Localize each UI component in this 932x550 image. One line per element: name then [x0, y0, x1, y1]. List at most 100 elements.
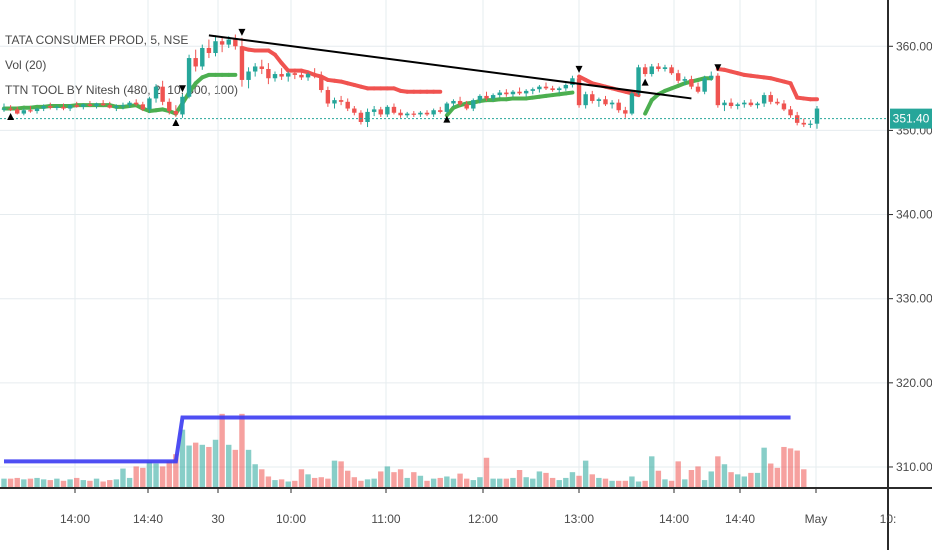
- volume-bar: [179, 429, 186, 488]
- candle-body: [490, 95, 496, 99]
- volume-bar: [490, 478, 496, 488]
- candle-body: [523, 90, 529, 94]
- sell-marker: [238, 28, 246, 36]
- x-tick-label: May: [805, 512, 828, 526]
- volume-bar: [721, 464, 728, 488]
- candle-body: [464, 104, 469, 109]
- candle-body: [345, 101, 350, 109]
- volume-bar: [173, 454, 179, 488]
- candle-body: [768, 95, 773, 102]
- volume-bar: [153, 463, 159, 488]
- candle-body: [484, 95, 489, 99]
- volume-bar: [761, 447, 767, 488]
- candle-body: [352, 108, 357, 113]
- volume-bar: [40, 479, 47, 488]
- candle-body: [127, 102, 132, 106]
- volume-bar: [159, 466, 166, 488]
- candle-body: [279, 74, 284, 77]
- candle-body: [67, 105, 73, 109]
- candle-body: [814, 108, 820, 124]
- volume-bar: [781, 446, 787, 488]
- volume-bar: [649, 456, 655, 488]
- candle-body: [695, 86, 701, 92]
- candle-body: [292, 73, 298, 75]
- volume-bar: [219, 413, 225, 488]
- volume-bar: [556, 480, 562, 488]
- volume-bar: [21, 479, 27, 488]
- volume-bar: [536, 471, 543, 488]
- candle-body: [675, 73, 681, 81]
- candle-body: [200, 47, 205, 67]
- candle-body: [1, 108, 7, 110]
- y-tick-label: 320.00: [896, 376, 932, 390]
- volume-bar: [437, 477, 443, 488]
- x-tick-label: 30: [211, 512, 225, 526]
- volume-bar: [794, 450, 800, 488]
- sell-marker: [178, 85, 186, 93]
- candle-body: [120, 105, 126, 107]
- candle-body: [530, 89, 535, 91]
- volume-bar: [411, 472, 417, 488]
- volume-bar: [516, 470, 523, 488]
- volume-bar: [629, 476, 635, 488]
- candle-body: [21, 110, 27, 114]
- volume-bar: [734, 474, 741, 488]
- candle-body: [87, 104, 93, 107]
- volume-bar: [642, 480, 648, 488]
- candle-body: [649, 66, 654, 75]
- candle-body: [219, 41, 225, 45]
- volume-bar: [450, 478, 457, 488]
- y-tick-label: 330.00: [896, 292, 932, 306]
- candle-body: [226, 39, 231, 45]
- volume-bar: [232, 449, 239, 488]
- volume-bar: [192, 442, 199, 488]
- candle-body: [259, 66, 264, 69]
- candle-body: [755, 103, 760, 106]
- candle-body: [477, 95, 483, 101]
- volume-bar: [774, 467, 781, 488]
- volume-ma-polyline: [4, 415, 791, 464]
- candle-body: [662, 67, 668, 69]
- candle-body: [81, 104, 86, 107]
- volume-bar: [140, 467, 146, 488]
- candle-body: [709, 75, 714, 79]
- volume-bar: [768, 463, 774, 488]
- candle-body: [438, 110, 443, 112]
- volume-bar: [80, 480, 87, 488]
- candle-body: [41, 106, 46, 109]
- volume-bar: [463, 478, 470, 488]
- volume-bar: [1, 478, 7, 488]
- volume-bar: [212, 439, 219, 488]
- candle-body: [385, 106, 390, 115]
- trail-stop-line: [2, 45, 819, 118]
- volume-bar: [252, 464, 258, 488]
- candle-body: [239, 46, 245, 80]
- candle-body: [193, 58, 198, 67]
- x-tick-label: 10:: [880, 512, 897, 526]
- candle-body: [775, 101, 780, 104]
- candle-body: [74, 105, 79, 107]
- volume-bar: [602, 478, 609, 488]
- candle-body: [616, 102, 621, 111]
- volume-bar: [596, 477, 602, 488]
- legend-symbol: TATA CONSUMER PROD, 5, NSE: [5, 33, 189, 47]
- x-tick-label: 14:00: [60, 512, 90, 526]
- volume-bar: [107, 480, 113, 488]
- candle-body: [48, 106, 53, 108]
- last-price-badge: 351.40: [890, 108, 932, 129]
- volume-bar: [708, 471, 714, 488]
- candle-body: [596, 99, 602, 101]
- volume-bar: [662, 479, 668, 488]
- volume-bar: [206, 446, 212, 488]
- volume-bars: [1, 413, 807, 488]
- candle-body: [272, 74, 278, 79]
- candle-body: [398, 112, 403, 116]
- volume-bar: [430, 478, 437, 488]
- volume-bar: [292, 480, 298, 488]
- volume-bar: [54, 478, 60, 488]
- volume-bar: [549, 477, 556, 488]
- candle-body: [167, 101, 172, 112]
- candle-body: [742, 102, 747, 105]
- x-tick-label: 12:00: [468, 512, 498, 526]
